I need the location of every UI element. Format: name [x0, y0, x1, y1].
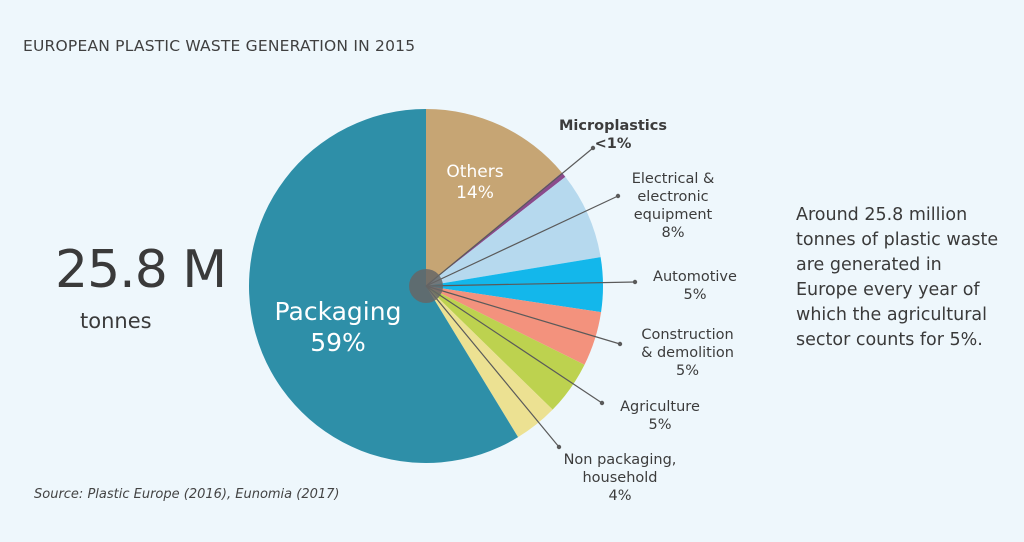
slice-label: Agriculture 5% — [605, 398, 715, 434]
center-hub — [409, 269, 443, 303]
slice-name: Agriculture — [620, 399, 700, 415]
pie-slice-packaging — [249, 109, 519, 463]
leader-dot — [599, 400, 605, 406]
total-value: 25.8 M — [55, 240, 227, 300]
slice-name: Construction & demolition — [641, 327, 734, 361]
chart-title: EUROPEAN PLASTIC WASTE GENERATION IN 201… — [23, 37, 416, 55]
slice-label: Microplastics <1% — [548, 117, 678, 153]
slice-value: 8% — [661, 225, 685, 241]
pie-slice-others — [426, 109, 562, 286]
description: Around 25.8 million tonnes of plastic wa… — [796, 205, 999, 350]
pie-slice-electrical-electronic-equipment — [426, 176, 601, 286]
slice-label: Others 14% — [430, 162, 520, 204]
slice-value: 5% — [683, 287, 707, 303]
slice-value: 5% — [648, 417, 672, 433]
leader-line — [425, 285, 560, 448]
slice-label: Construction & demolition 5% — [625, 326, 750, 380]
leader-line — [425, 195, 619, 287]
slice-name: Electrical & electronic equipment — [631, 171, 715, 223]
total-unit: tonnes — [80, 309, 152, 333]
slice-value: <1% — [594, 136, 632, 152]
leader-dot — [590, 145, 596, 151]
slice-label: Automotive 5% — [640, 268, 750, 304]
slice-name: Others — [446, 162, 504, 182]
slice-name: Packaging — [274, 297, 402, 326]
leader-dot — [615, 193, 621, 199]
leader-line — [425, 147, 594, 287]
slice-name: Microplastics — [559, 118, 667, 134]
leader-line — [425, 281, 636, 287]
source-note: Source: Plastic Europe (2016), Eunomia (… — [34, 487, 340, 502]
slice-label: Electrical & electronic equipment 8% — [618, 170, 728, 242]
slice-value: 4% — [608, 488, 632, 504]
slice-value: 5% — [675, 363, 699, 379]
leader-line — [425, 285, 621, 345]
slice-name: Non packaging, household — [563, 452, 677, 486]
leader-dot — [556, 444, 562, 450]
slice-name: Automotive — [653, 269, 737, 285]
pie-slice-agriculture — [426, 286, 585, 410]
leader-dot — [617, 341, 623, 347]
leader-line — [425, 285, 603, 404]
slice-value: 14% — [456, 183, 494, 203]
slice-label: Packaging 59% — [258, 296, 418, 358]
slice-value: 59% — [310, 328, 366, 357]
slice-label: Non packaging, household 4% — [560, 451, 680, 505]
pie-slice-construction-demolition — [426, 286, 602, 365]
leader-dot — [632, 279, 638, 285]
